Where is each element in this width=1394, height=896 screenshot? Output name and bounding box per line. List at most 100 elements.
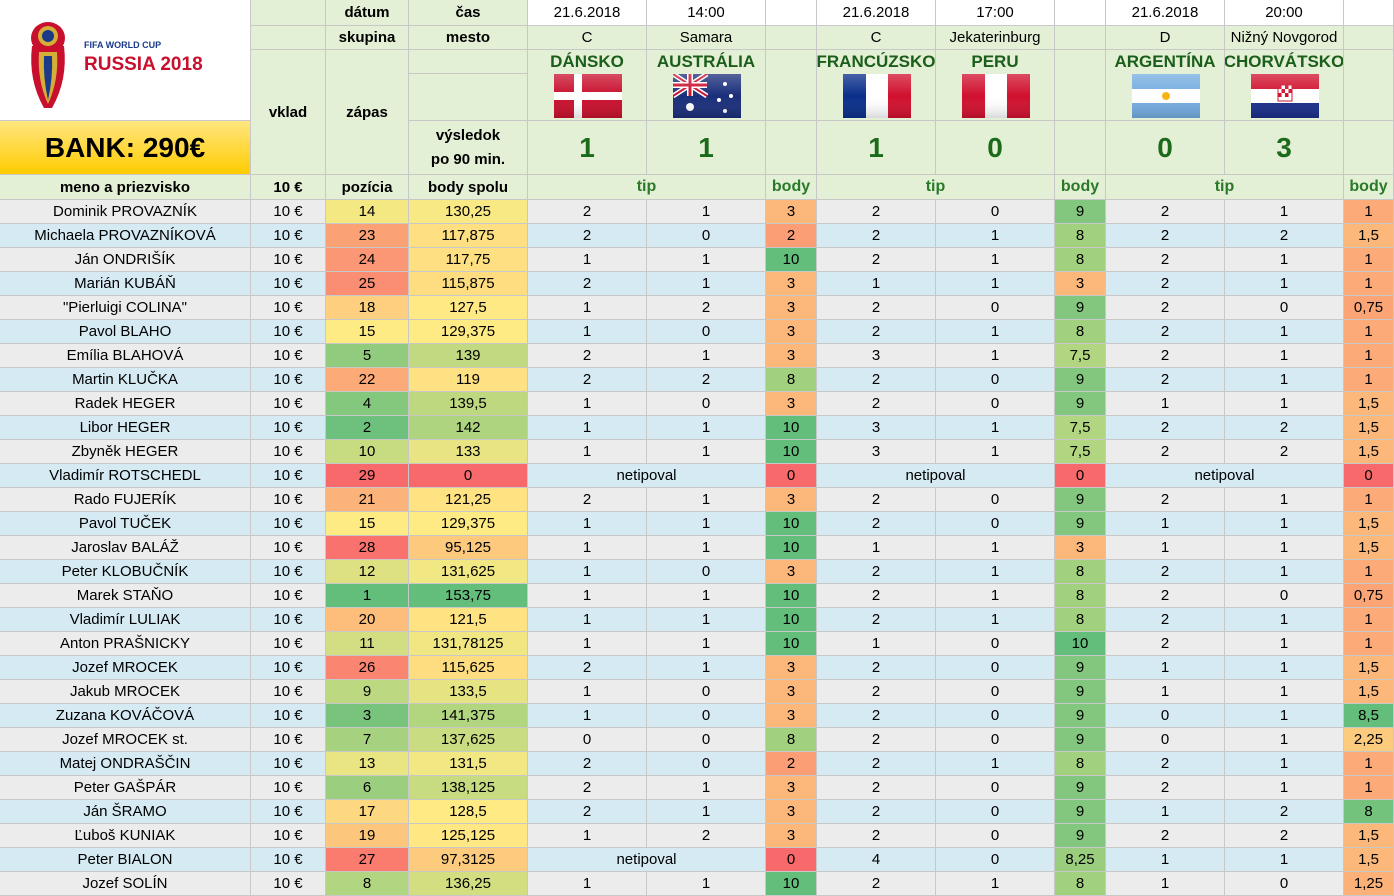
match-2-points: 1 [1344,200,1394,224]
match-2-tip-home: 2 [1106,296,1225,320]
player-total-points: 137,625 [409,728,528,752]
match-1-tip-away: 0 [936,392,1055,416]
match-0-tip-home: 1 [528,824,647,848]
player-total-points: 0 [409,464,528,488]
match-2-points: 1 [1344,488,1394,512]
player-name: Peter KLOBUČNÍK [0,560,251,584]
match-2-tip-header: tip [1106,175,1344,200]
player-position: 1 [326,584,409,608]
header-vklad: vklad [251,50,326,175]
player-name: Rado FUJERÍK [0,488,251,512]
match-1-tip-away: 1 [936,872,1055,896]
match-1-tip-home: 2 [817,872,936,896]
match-1-tip-away: 0 [936,824,1055,848]
match-0-tip-header: tip [528,175,766,200]
match-1-tip-home: 4 [817,848,936,872]
match-2-tip-home: 0 [1106,728,1225,752]
match-1-tip-away: 1 [936,224,1055,248]
match-0-blank-2 [766,26,817,50]
player-name: Jozef MROCEK [0,656,251,680]
match-0-points: 10 [766,608,817,632]
match-2-blank-4 [1344,121,1394,175]
player-total-points: 127,5 [409,296,528,320]
match-1-tip-home: 1 [817,272,936,296]
match-1-tip-away: 0 [936,800,1055,824]
match-2-tip-away: 1 [1225,680,1344,704]
match-2-tip-away: 1 [1225,200,1344,224]
match-0-tip-home: 2 [528,272,647,296]
match-2-tip-away: 2 [1225,824,1344,848]
match-2-tip-home: 1 [1106,392,1225,416]
match-0-tip-home: 1 [528,584,647,608]
match-1-tip-away: 1 [936,320,1055,344]
match-0-points: 3 [766,560,817,584]
match-0-tip-away: 0 [647,704,766,728]
match-1-points: 8 [1055,608,1106,632]
player-name: Matej ONDRAŠČIN [0,752,251,776]
match-1-tip-away: 0 [936,632,1055,656]
logo-line1: FIFA WORLD CUP [84,40,161,50]
match-0-points: 3 [766,488,817,512]
match-2-points: 1,5 [1344,512,1394,536]
match-1-points: 9 [1055,488,1106,512]
player-vklad: 10 € [251,512,326,536]
match-2-tip-home: 2 [1106,584,1225,608]
match-2-tip-home: 2 [1106,608,1225,632]
match-0-tip-away: 1 [647,776,766,800]
match-1-date: 21.6.2018 [817,0,936,26]
match-1-blank-3 [1055,50,1106,121]
player-total-points: 121,5 [409,608,528,632]
match-0-points: 3 [766,296,817,320]
match-2-points: 1 [1344,320,1394,344]
match-0-tip-home: 1 [528,416,647,440]
match-2-tip-home: 2 [1106,776,1225,800]
player-vklad: 10 € [251,704,326,728]
match-2-tip-away: 1 [1225,536,1344,560]
player-total-points: 121,25 [409,488,528,512]
match-2-points: 1,5 [1344,656,1394,680]
match-1-tip-away: 0 [936,368,1055,392]
match-1-points: 7,5 [1055,344,1106,368]
player-name: Ľuboš KUNIAK [0,824,251,848]
match-0-tip-home: 2 [528,776,647,800]
logo-line2: RUSSIA 2018 [84,54,203,75]
match-0-points: 10 [766,416,817,440]
header-blank-3 [409,50,528,74]
header-mesto: mesto [409,26,528,50]
player-vklad: 10 € [251,560,326,584]
match-2-tip-away: 2 [1225,800,1344,824]
col-meno: meno a priezvisko [0,175,251,200]
match-0-tip-away: 0 [647,752,766,776]
match-2-tip-away: 2 [1225,224,1344,248]
match-1-tip-home: 2 [817,800,936,824]
logo-cell: FIFA WORLD CUP RUSSIA 2018 [0,0,251,121]
match-2-tip-away: 1 [1225,320,1344,344]
match-2-points: 1 [1344,752,1394,776]
match-0-tip-away: 0 [647,392,766,416]
match-2-points: 1 [1344,272,1394,296]
player-vklad: 10 € [251,872,326,896]
match-1-tip-away: 0 [936,728,1055,752]
player-name: Jozef MROCEK st. [0,728,251,752]
match-0-points: 10 [766,512,817,536]
match-0-tip-away: 1 [647,512,766,536]
match-2-tip-home: 2 [1106,344,1225,368]
match-2-tip-home: 1 [1106,656,1225,680]
match-2-tip-home: 2 [1106,200,1225,224]
match-2-points: 1 [1344,560,1394,584]
match-2-points: 1,5 [1344,224,1394,248]
player-vklad: 10 € [251,440,326,464]
match-0-points: 8 [766,728,817,752]
match-2-tip-away: 1 [1225,776,1344,800]
match-0-tip-away: 0 [647,560,766,584]
match-1-city: Jekaterinburg [936,26,1055,50]
match-1-tip-home: 2 [817,296,936,320]
match-2-tip-away: 1 [1225,728,1344,752]
match-0-tip-away: 1 [647,872,766,896]
player-vklad: 10 € [251,752,326,776]
match-0-tip-away: 1 [647,488,766,512]
match-0-blank-top [766,0,817,26]
match-2-points: 8 [1344,800,1394,824]
player-name: Ján ONDRIŠÍK [0,248,251,272]
